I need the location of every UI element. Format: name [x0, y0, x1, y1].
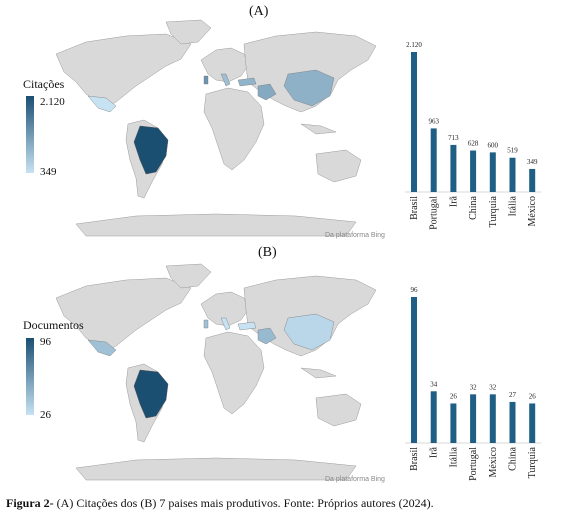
country-iran — [257, 327, 277, 345]
bar-méxico — [489, 394, 496, 443]
category-label: México — [488, 447, 499, 478]
bar-value-label: 2.120 — [406, 41, 422, 49]
country-portugal — [203, 75, 209, 85]
bar-value-label: 628 — [468, 140, 479, 148]
map-land — [55, 263, 377, 481]
category-label: Brasil — [409, 447, 420, 471]
panel-b-label: (B) — [258, 245, 277, 260]
australia-shape — [315, 149, 362, 183]
bar-turquia — [489, 152, 496, 192]
bar-irã — [450, 144, 457, 192]
country-brasil — [133, 369, 169, 419]
antarctica-shape — [75, 457, 357, 481]
bar-china — [509, 401, 516, 443]
category-label: Turquia — [527, 446, 538, 478]
map-credit: Da plataforma Bing — [325, 232, 385, 239]
highlighted-countries — [87, 69, 335, 175]
bar-value-label: 27 — [509, 391, 517, 399]
category-label: China — [468, 195, 479, 219]
country-turkey — [237, 77, 257, 87]
australia-shape — [315, 393, 362, 427]
europe-shape — [200, 47, 249, 83]
indonesia-shape — [300, 367, 337, 379]
bar-portugal — [430, 128, 437, 192]
bar-itália — [450, 403, 457, 443]
map-credit: Da plataforma Bing — [325, 476, 385, 483]
world-map-documents — [55, 263, 377, 481]
panel-a-label: (A) — [249, 4, 269, 19]
world-map-citations — [55, 19, 377, 237]
scale-max-label: 2.120 — [40, 96, 65, 108]
bar-brasil — [411, 297, 417, 443]
category-label: Portugal — [429, 196, 440, 230]
bar-value-label: 600 — [488, 141, 499, 149]
bar-value-label: 96 — [411, 286, 419, 294]
africa-shape — [203, 331, 265, 415]
antarctica-shape — [75, 213, 357, 237]
country-mexico — [87, 339, 117, 357]
bar-itália — [509, 157, 516, 192]
country-italy — [220, 73, 231, 87]
bar-méxico — [529, 168, 536, 192]
category-label: China — [508, 446, 519, 470]
bar-value-label: 713 — [448, 134, 459, 142]
legend-title: Documentos — [23, 318, 84, 332]
country-china — [283, 313, 335, 351]
highlighted-countries — [87, 313, 335, 419]
country-iran — [257, 83, 277, 101]
category-label: Turquia — [488, 195, 499, 227]
africa-shape — [203, 87, 265, 171]
map-land — [55, 19, 377, 237]
scale-min-label: 26 — [40, 409, 51, 421]
category-label: Itália — [448, 446, 459, 467]
bar-value-label: 32 — [489, 383, 497, 391]
bar-brasil — [411, 52, 417, 192]
bar-value-label: 26 — [450, 392, 458, 400]
legend-title: Citações — [23, 77, 65, 91]
bar-turquia — [529, 403, 536, 443]
bar-china — [470, 150, 477, 192]
bar-value-label: 34 — [430, 380, 438, 388]
category-label: Irã — [448, 195, 459, 207]
category-label: Portugal — [468, 447, 479, 481]
country-turkey — [237, 321, 257, 331]
country-mexico — [87, 95, 117, 113]
europe-shape — [200, 291, 249, 327]
country-italy — [220, 317, 231, 331]
scale-min-label: 349 — [40, 166, 57, 178]
bar-chart-citations: 2.120 Brasil 963 Portugal 713 Irã 628 China 600 T… — [405, 41, 542, 230]
north-america-shape — [55, 277, 192, 351]
bar-value-label: 26 — [529, 392, 537, 400]
bar-value-label: 349 — [527, 158, 538, 166]
north-america-shape — [55, 33, 192, 107]
greenland-shape — [165, 263, 212, 289]
greenland-shape — [165, 19, 212, 45]
category-label: Itália — [508, 195, 519, 216]
bar-irã — [430, 391, 437, 443]
bar-portugal — [470, 394, 477, 443]
category-label: Brasil — [409, 196, 420, 220]
bar-value-label: 963 — [428, 117, 439, 125]
country-portugal — [203, 319, 209, 329]
caption-label: Figura 2- — [6, 496, 54, 510]
figure-caption: Figura 2- (A) Citações dos (B) 7 paises … — [6, 496, 434, 511]
category-label: México — [527, 196, 538, 227]
bar-value-label: 32 — [470, 383, 478, 391]
indonesia-shape — [300, 123, 337, 135]
color-scale-bar — [26, 96, 34, 173]
scale-max-label: 96 — [40, 336, 51, 348]
color-scale-bar — [26, 338, 34, 415]
country-china — [283, 69, 335, 107]
bar-chart-documents: 96 Brasil 34 Irã 26 Itália 32 Portugal 32 México 2… — [405, 286, 542, 481]
country-brasil — [133, 125, 169, 175]
category-label: Irã — [429, 446, 440, 458]
bar-value-label: 519 — [507, 147, 518, 155]
caption-text: (A) Citações dos (B) 7 paises mais produ… — [53, 496, 434, 510]
